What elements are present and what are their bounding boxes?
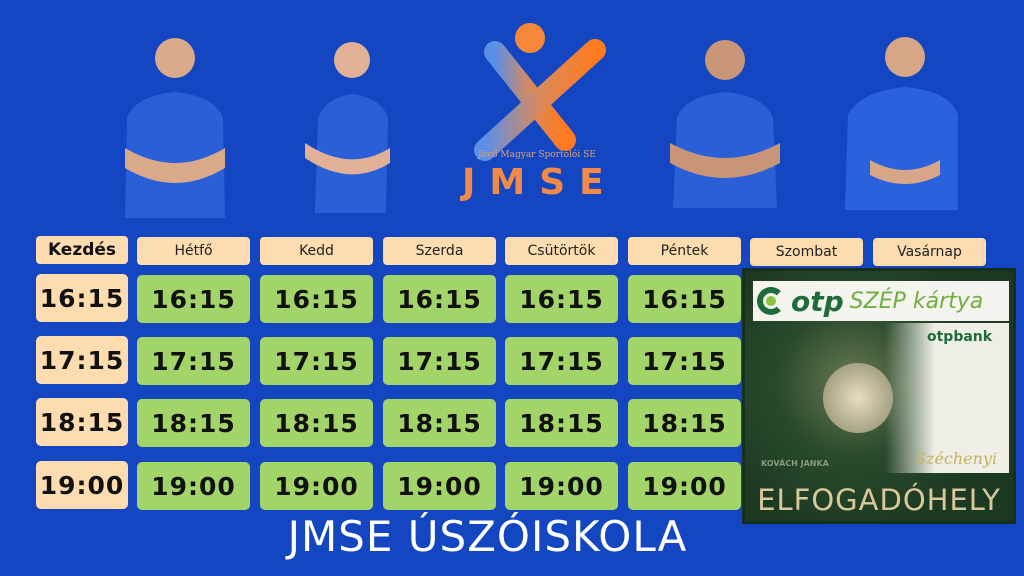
card-signature: Széchenyi	[915, 449, 998, 468]
day-header: Vasárnap	[873, 238, 986, 266]
day-header: Péntek	[628, 237, 741, 265]
coach-photo-1	[125, 38, 225, 218]
day-header: Szombat	[750, 238, 863, 266]
time-slot-cell: 16:15	[505, 275, 618, 323]
time-slot-cell: 17:15	[383, 337, 496, 385]
acceptance-label: ELFOGADÓHELY	[757, 483, 1001, 517]
time-slot-cell: 16:15	[260, 275, 373, 323]
time-slot-cell: 18:15	[383, 399, 496, 447]
start-time-cell: 17:15	[36, 336, 128, 384]
coach-photo-3	[670, 40, 780, 208]
start-time-cell: 18:15	[36, 398, 128, 446]
time-slot-cell: 17:15	[628, 337, 741, 385]
jmse-logo	[474, 23, 606, 161]
otp-brand: otp	[791, 284, 844, 318]
time-slot-cell: 19:00	[383, 462, 496, 510]
day-header: Szerda	[383, 237, 496, 265]
otp-bank: otpbank	[927, 329, 993, 345]
start-header: Kezdés	[36, 236, 128, 264]
start-time-cell: 19:00	[36, 461, 128, 509]
time-slot-cell: 19:00	[260, 462, 373, 510]
day-header: Hétfő	[137, 237, 250, 265]
otp-szep-card-image: otp SZÉP kártya otpbank KOVÁCH JANKA Szé…	[742, 268, 1016, 524]
start-time-cell: 16:15	[36, 274, 128, 322]
coach-photo-2	[305, 42, 390, 213]
time-slot-cell: 17:15	[137, 337, 250, 385]
footer-title: JMSE ÚSZÓISKOLA	[287, 512, 688, 561]
time-slot-cell: 18:15	[505, 399, 618, 447]
otp-logo-icon	[757, 287, 785, 315]
time-slot-cell: 16:15	[137, 275, 250, 323]
day-header: Kedd	[260, 237, 373, 265]
time-slot-cell: 19:00	[628, 462, 741, 510]
card-holder: KOVÁCH JANKA	[761, 459, 829, 468]
logo-subtitle: Jövő Magyar Sportolói SE	[478, 150, 596, 160]
coach-photo-4	[845, 37, 958, 210]
time-slot-cell: 17:15	[505, 337, 618, 385]
time-slot-cell: 16:15	[383, 275, 496, 323]
logo-name: JMSE	[462, 162, 618, 203]
time-slot-cell: 19:00	[505, 462, 618, 510]
time-slot-cell: 18:15	[628, 399, 741, 447]
time-slot-cell: 18:15	[137, 399, 250, 447]
otp-product: SZÉP kártya	[849, 288, 984, 314]
time-slot-cell: 18:15	[260, 399, 373, 447]
time-slot-cell: 16:15	[628, 275, 741, 323]
time-slot-cell: 19:00	[137, 462, 250, 510]
day-header: Csütörtök	[505, 237, 618, 265]
time-slot-cell: 17:15	[260, 337, 373, 385]
